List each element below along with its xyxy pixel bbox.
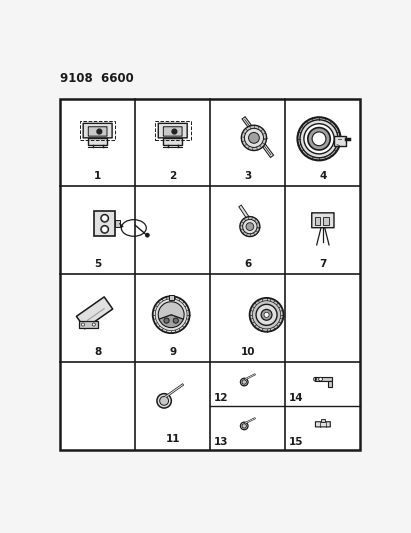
Circle shape [81,323,85,326]
Circle shape [252,301,281,329]
Circle shape [101,225,109,233]
Text: 12: 12 [214,393,229,403]
Text: 8: 8 [94,346,101,357]
Circle shape [160,397,169,405]
Circle shape [298,117,341,160]
Circle shape [103,216,106,220]
Text: 1: 1 [94,171,101,181]
Circle shape [240,216,260,237]
Circle shape [242,220,257,234]
FancyBboxPatch shape [312,213,334,228]
Text: 9: 9 [169,346,176,357]
Circle shape [240,422,248,430]
Circle shape [264,312,269,317]
Circle shape [319,377,322,381]
Text: 15: 15 [289,437,303,447]
Circle shape [249,298,284,332]
Circle shape [242,380,247,384]
Bar [316,377,332,381]
Circle shape [300,120,338,158]
Circle shape [249,133,259,143]
Circle shape [172,129,177,134]
Text: 10: 10 [240,346,255,357]
Circle shape [242,424,247,428]
Circle shape [312,132,326,146]
Bar [155,120,191,140]
Text: 14: 14 [289,393,303,403]
Circle shape [173,318,178,323]
Bar [323,217,329,225]
Bar [94,212,115,236]
Text: 5: 5 [94,259,101,269]
FancyBboxPatch shape [158,123,187,138]
Circle shape [164,318,169,323]
Bar [60,99,360,450]
Text: 7: 7 [319,259,327,269]
Circle shape [241,125,267,150]
Bar [79,321,98,328]
Bar [115,220,120,227]
Text: 4: 4 [319,171,327,181]
Circle shape [157,394,171,408]
Circle shape [245,128,263,148]
Circle shape [101,214,109,222]
Text: 11: 11 [166,434,180,445]
Bar [321,419,325,422]
FancyBboxPatch shape [88,127,107,136]
Circle shape [146,233,149,237]
Polygon shape [76,297,113,328]
Text: 9108  6600: 9108 6600 [60,71,134,85]
FancyBboxPatch shape [163,127,182,136]
Text: 13: 13 [214,437,229,447]
FancyBboxPatch shape [83,123,112,138]
Text: 2: 2 [169,171,176,181]
Circle shape [92,323,95,326]
Circle shape [240,378,248,386]
Circle shape [97,129,102,134]
Wedge shape [159,314,183,328]
Bar [164,138,182,144]
Text: 6: 6 [244,259,252,269]
Circle shape [256,304,277,325]
Circle shape [153,296,189,333]
Bar [169,295,173,300]
Bar [334,136,346,146]
Bar [88,138,107,144]
Bar [80,120,115,140]
FancyBboxPatch shape [315,422,330,427]
Circle shape [308,127,330,150]
Circle shape [103,228,106,231]
Text: 3: 3 [244,171,252,181]
Circle shape [261,309,272,320]
Circle shape [155,299,187,330]
Wedge shape [158,302,184,319]
Bar [328,381,332,386]
Circle shape [304,124,334,154]
Bar [314,217,320,225]
Circle shape [246,223,254,230]
